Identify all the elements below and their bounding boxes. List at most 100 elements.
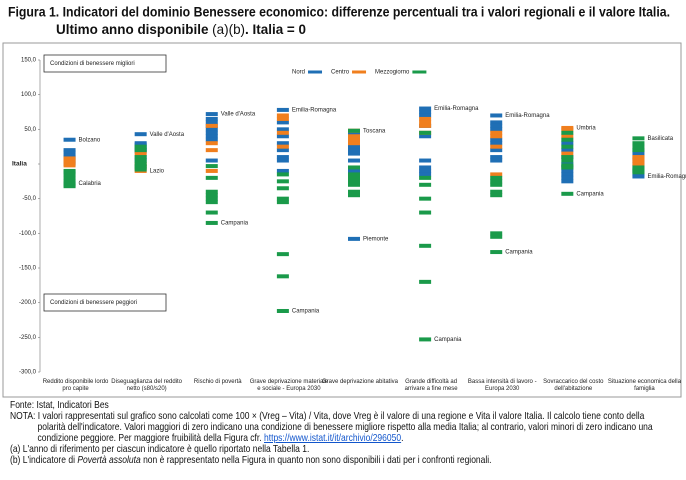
dash bbox=[561, 141, 574, 146]
dash bbox=[561, 155, 574, 160]
annotation: Valle d'Aosta bbox=[221, 112, 256, 118]
dash bbox=[276, 158, 289, 163]
annotation: Toscana bbox=[363, 128, 386, 134]
dash bbox=[632, 162, 645, 166]
subtitle-part: Ultimo anno disponibile bbox=[56, 21, 212, 37]
dash bbox=[205, 220, 218, 225]
y-tick-label: Italia bbox=[12, 161, 27, 168]
dash bbox=[632, 156, 645, 161]
dash bbox=[276, 120, 289, 125]
dash bbox=[63, 148, 76, 153]
dash bbox=[276, 134, 289, 139]
note-b-italic: Povertà assoluta bbox=[77, 454, 141, 466]
dash bbox=[63, 184, 76, 189]
chart-subtitle: Ultimo anno disponibile (a)(b). Italia =… bbox=[56, 21, 306, 37]
annotation: Lazio bbox=[150, 169, 165, 175]
dash bbox=[276, 274, 289, 279]
dash bbox=[276, 168, 289, 173]
dash bbox=[419, 134, 432, 139]
dash bbox=[276, 196, 289, 201]
box-label: Condizioni di benessere peggiori bbox=[50, 300, 137, 306]
dash bbox=[419, 106, 432, 111]
dash bbox=[632, 144, 645, 149]
dash bbox=[490, 172, 503, 177]
dash bbox=[490, 137, 503, 142]
dash bbox=[632, 136, 645, 141]
y-tick-label: -100,0 bbox=[19, 231, 37, 237]
dash bbox=[419, 158, 432, 163]
dash bbox=[561, 163, 574, 168]
dash bbox=[632, 141, 645, 146]
dash bbox=[205, 196, 218, 201]
dash bbox=[205, 120, 218, 125]
dash bbox=[490, 158, 503, 163]
note-a: (a) L'anno di riferimento per ciascun in… bbox=[10, 443, 310, 455]
y-tick-label: 150,0 bbox=[21, 58, 37, 64]
dash bbox=[348, 236, 360, 241]
box bbox=[43, 293, 167, 312]
x-tick-line: e sociale - Europa 2030 bbox=[257, 386, 321, 392]
dash bbox=[490, 141, 503, 146]
dash bbox=[276, 200, 289, 205]
box bbox=[43, 54, 167, 73]
x-tick-label: Grave deprivazione materiale e sociale - … bbox=[250, 379, 329, 392]
annotation: Calabria bbox=[79, 181, 102, 187]
dash bbox=[276, 144, 289, 149]
dash bbox=[205, 158, 218, 163]
dash bbox=[419, 123, 432, 128]
dash bbox=[63, 163, 76, 168]
legend-label: Mezzogiorno bbox=[375, 70, 410, 76]
dash bbox=[205, 193, 218, 198]
annotation: Emilia-Romagna bbox=[434, 106, 479, 112]
dash bbox=[561, 127, 574, 132]
subtitle-part: (a)(b) bbox=[212, 21, 245, 37]
dash bbox=[348, 128, 360, 133]
y-tick-label: -300,0 bbox=[19, 370, 37, 376]
dash bbox=[205, 200, 218, 205]
x-tick-line: Grave deprivazione abitativa bbox=[322, 379, 399, 385]
dash bbox=[134, 132, 147, 137]
dash bbox=[348, 141, 360, 146]
legend-label: Nord bbox=[292, 70, 305, 76]
legend-swatch bbox=[412, 70, 427, 74]
dash bbox=[276, 308, 289, 313]
chart-title: Figura 1. Indicatori del dominio Benesse… bbox=[8, 4, 670, 20]
dash bbox=[561, 172, 574, 177]
subtitle-part: . Italia = 0 bbox=[245, 21, 306, 37]
x-tick-label: Diseguaglianza del reddito netto (s80/s20… bbox=[111, 379, 182, 392]
dash bbox=[490, 134, 503, 139]
dash bbox=[63, 158, 76, 163]
dash bbox=[205, 168, 218, 173]
dash bbox=[134, 167, 147, 172]
dash bbox=[419, 243, 432, 248]
nota: NOTA: I valori rappresentati sul grafico… bbox=[10, 411, 674, 444]
dash bbox=[134, 151, 147, 156]
dash bbox=[205, 130, 218, 135]
dash bbox=[134, 148, 147, 153]
link[interactable]: https://www.istat.it/it/archivio/296050 bbox=[263, 432, 402, 444]
x-tick-line: Europa 2030 bbox=[485, 386, 520, 392]
dash bbox=[419, 279, 432, 284]
chart: Figura 1. Indicatori del dominio Benesse… bbox=[2, 4, 686, 398]
dash bbox=[205, 112, 218, 117]
dash bbox=[348, 130, 360, 135]
dash bbox=[490, 182, 503, 187]
dash bbox=[63, 170, 76, 175]
y-tick-label: -50,0 bbox=[22, 196, 36, 202]
dash bbox=[632, 165, 645, 170]
dash bbox=[276, 116, 289, 121]
dash bbox=[632, 158, 645, 163]
dash bbox=[561, 130, 574, 135]
x-tick-line: Sovraccarico del costo bbox=[543, 379, 604, 385]
dash bbox=[348, 165, 360, 170]
x-tick-line: arrivare a fine mese bbox=[405, 386, 459, 392]
x-tick-line: Situazione economica della bbox=[608, 379, 682, 385]
dash bbox=[419, 337, 432, 342]
dash bbox=[490, 175, 503, 180]
dash bbox=[419, 196, 432, 201]
x-tick-label: Situazione economica della famiglia bbox=[608, 379, 682, 392]
dash bbox=[348, 148, 360, 153]
note-b-text: non è rappresentato nella Figura in quan… bbox=[140, 454, 492, 466]
x-tick-label: Grande difficoltà ad arrivare a fine mese bbox=[405, 379, 459, 392]
annotation: Campania bbox=[434, 337, 462, 343]
